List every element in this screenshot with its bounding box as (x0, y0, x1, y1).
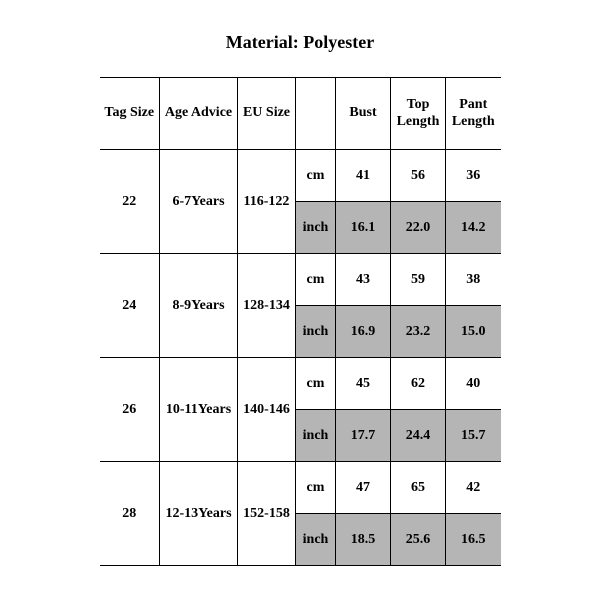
table-header-row: Tag Size Age Advice EU Size Bust Top Len… (100, 78, 501, 150)
cell-tag: 22 (100, 150, 160, 254)
cell-topl: 23.2 (391, 306, 446, 358)
cell-topl: 65 (391, 462, 446, 514)
col-tag-size: Tag Size (100, 78, 160, 150)
table-row: 26 10-11Years 140-146 cm 45 62 40 (100, 358, 501, 410)
cell-bust: 45 (336, 358, 391, 410)
cell-unit-cm: cm (296, 150, 336, 202)
cell-pant: 15.7 (446, 410, 501, 462)
cell-pant: 14.2 (446, 202, 501, 254)
cell-bust: 47 (336, 462, 391, 514)
cell-bust: 16.1 (336, 202, 391, 254)
page-title: Material: Polyester (0, 0, 600, 77)
cell-topl: 56 (391, 150, 446, 202)
table-row: 22 6-7Years 116-122 cm 41 56 36 (100, 150, 501, 202)
cell-unit-inch: inch (296, 514, 336, 566)
cell-tag: 24 (100, 254, 160, 358)
cell-eu: 140-146 (238, 358, 296, 462)
cell-bust: 18.5 (336, 514, 391, 566)
cell-unit-inch: inch (296, 410, 336, 462)
cell-pant: 40 (446, 358, 501, 410)
cell-pant: 38 (446, 254, 501, 306)
page: Material: Polyester Tag Size Age Advice … (0, 0, 600, 600)
cell-unit-cm: cm (296, 358, 336, 410)
cell-pant: 42 (446, 462, 501, 514)
cell-topl: 22.0 (391, 202, 446, 254)
col-pant-length: Pant Length (446, 78, 501, 150)
cell-tag: 26 (100, 358, 160, 462)
cell-bust: 41 (336, 150, 391, 202)
col-unit (296, 78, 336, 150)
cell-unit-cm: cm (296, 254, 336, 306)
cell-bust: 43 (336, 254, 391, 306)
cell-topl: 62 (391, 358, 446, 410)
col-top-length: Top Length (391, 78, 446, 150)
col-eu-size: EU Size (238, 78, 296, 150)
cell-eu: 116-122 (238, 150, 296, 254)
cell-age: 10-11Years (160, 358, 238, 462)
cell-eu: 128-134 (238, 254, 296, 358)
cell-pant: 36 (446, 150, 501, 202)
size-table: Tag Size Age Advice EU Size Bust Top Len… (100, 77, 501, 566)
cell-bust: 16.9 (336, 306, 391, 358)
col-age-advice: Age Advice (160, 78, 238, 150)
col-bust: Bust (336, 78, 391, 150)
cell-pant: 16.5 (446, 514, 501, 566)
table-row: 24 8-9Years 128-134 cm 43 59 38 (100, 254, 501, 306)
cell-topl: 25.6 (391, 514, 446, 566)
table-row: 28 12-13Years 152-158 cm 47 65 42 (100, 462, 501, 514)
cell-pant: 15.0 (446, 306, 501, 358)
cell-unit-inch: inch (296, 306, 336, 358)
cell-bust: 17.7 (336, 410, 391, 462)
cell-tag: 28 (100, 462, 160, 566)
cell-unit-inch: inch (296, 202, 336, 254)
cell-age: 12-13Years (160, 462, 238, 566)
cell-age: 6-7Years (160, 150, 238, 254)
cell-eu: 152-158 (238, 462, 296, 566)
cell-age: 8-9Years (160, 254, 238, 358)
cell-topl: 59 (391, 254, 446, 306)
cell-topl: 24.4 (391, 410, 446, 462)
cell-unit-cm: cm (296, 462, 336, 514)
